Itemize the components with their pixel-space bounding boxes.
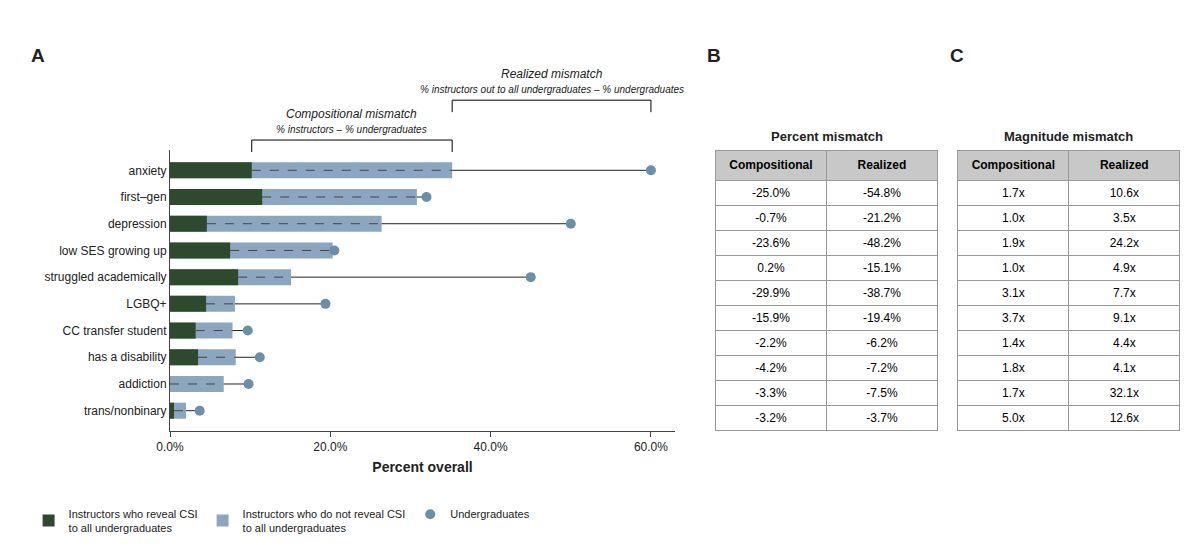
svg-text:Realized mismatch: Realized mismatch <box>501 67 603 81</box>
svg-text:Percent overall: Percent overall <box>372 459 472 475</box>
svg-text:1.7x: 1.7x <box>1002 186 1025 200</box>
svg-text:60.0%: 60.0% <box>634 440 668 454</box>
svg-text:3.7x: 3.7x <box>1002 311 1025 325</box>
svg-text:1.7x: 1.7x <box>1002 386 1025 400</box>
svg-text:1.0x: 1.0x <box>1002 261 1025 275</box>
svg-text:Compositional: Compositional <box>729 158 812 172</box>
svg-text:Undergraduates: Undergraduates <box>450 508 529 520</box>
svg-text:has a disability: has a disability <box>88 350 167 364</box>
svg-text:first–gen: first–gen <box>121 190 167 204</box>
svg-text:-2.2%: -2.2% <box>755 336 787 350</box>
svg-text:-29.9%: -29.9% <box>752 286 790 300</box>
svg-text:-48.2%: -48.2% <box>863 236 901 250</box>
svg-text:Magnitude mismatch: Magnitude mismatch <box>1004 129 1133 144</box>
svg-text:5.0x: 5.0x <box>1002 411 1025 425</box>
svg-text:Instructors who reveal CSIto a: Instructors who reveal CSIto all undergr… <box>69 508 198 534</box>
svg-text:4.1x: 4.1x <box>1113 361 1136 375</box>
svg-text:-7.2%: -7.2% <box>866 361 898 375</box>
svg-text:B: B <box>707 45 721 66</box>
svg-text:-38.7%: -38.7% <box>863 286 901 300</box>
svg-text:trans/nonbinary: trans/nonbinary <box>84 404 167 418</box>
svg-text:4.9x: 4.9x <box>1113 261 1136 275</box>
svg-text:-6.2%: -6.2% <box>866 336 898 350</box>
svg-text:% instructors out to all under: % instructors out to all undergraduates … <box>420 84 684 95</box>
svg-text:32.1x: 32.1x <box>1110 386 1139 400</box>
svg-text:3.1x: 3.1x <box>1002 286 1025 300</box>
svg-text:low SES growing up: low SES growing up <box>59 244 167 258</box>
svg-text:1.4x: 1.4x <box>1002 336 1025 350</box>
svg-text:40.0%: 40.0% <box>474 440 508 454</box>
svg-text:Realized: Realized <box>1100 158 1149 172</box>
svg-text:1.0x: 1.0x <box>1002 211 1025 225</box>
svg-text:4.4x: 4.4x <box>1113 336 1136 350</box>
svg-text:-3.2%: -3.2% <box>755 411 787 425</box>
svg-text:-21.2%: -21.2% <box>863 211 901 225</box>
svg-text:struggled academically: struggled academically <box>45 270 167 284</box>
svg-text:-4.2%: -4.2% <box>755 361 787 375</box>
svg-text:% instructors – % undergraduat: % instructors – % undergraduates <box>276 124 427 135</box>
svg-text:Realized: Realized <box>858 158 907 172</box>
svg-text:CC transfer student: CC transfer student <box>63 324 168 338</box>
svg-text:3.5x: 3.5x <box>1113 211 1136 225</box>
svg-text:7.7x: 7.7x <box>1113 286 1136 300</box>
svg-text:Instructors who do not reveal: Instructors who do not reveal CSIto all … <box>243 508 406 534</box>
svg-text:9.1x: 9.1x <box>1113 311 1136 325</box>
svg-text:addiction: addiction <box>119 377 167 391</box>
svg-text:-23.6%: -23.6% <box>752 236 790 250</box>
svg-text:anxiety: anxiety <box>129 164 167 178</box>
svg-text:-15.9%: -15.9% <box>752 311 790 325</box>
svg-text:-3.7%: -3.7% <box>866 411 898 425</box>
svg-text:1.8x: 1.8x <box>1002 361 1025 375</box>
svg-text:0.2%: 0.2% <box>757 261 785 275</box>
svg-text:-54.8%: -54.8% <box>863 186 901 200</box>
svg-text:depression: depression <box>108 217 167 231</box>
svg-text:-25.0%: -25.0% <box>752 186 790 200</box>
svg-text:20.0%: 20.0% <box>313 440 347 454</box>
svg-text:LGBQ+: LGBQ+ <box>126 297 166 311</box>
svg-text:A: A <box>31 45 45 66</box>
svg-text:C: C <box>950 45 964 66</box>
svg-text:Percent mismatch: Percent mismatch <box>771 129 883 144</box>
svg-text:-19.4%: -19.4% <box>863 311 901 325</box>
svg-text:Compositional: Compositional <box>972 158 1055 172</box>
svg-text:1.9x: 1.9x <box>1002 236 1025 250</box>
svg-text:12.6x: 12.6x <box>1110 411 1139 425</box>
svg-text:-15.1%: -15.1% <box>863 261 901 275</box>
svg-text:-7.5%: -7.5% <box>866 386 898 400</box>
svg-text:24.2x: 24.2x <box>1110 236 1139 250</box>
svg-text:10.6x: 10.6x <box>1110 186 1139 200</box>
svg-text:Compositional mismatch: Compositional mismatch <box>286 107 417 121</box>
svg-text:-3.3%: -3.3% <box>755 386 787 400</box>
svg-text:-0.7%: -0.7% <box>755 211 787 225</box>
svg-text:0.0%: 0.0% <box>156 440 184 454</box>
